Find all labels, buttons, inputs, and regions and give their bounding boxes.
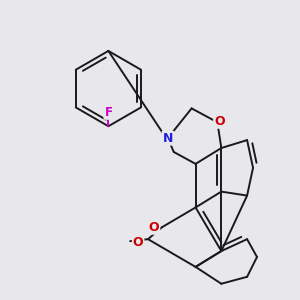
Text: F: F [104, 106, 112, 119]
Text: N: N [163, 132, 173, 145]
Text: O: O [133, 236, 143, 249]
Text: O: O [214, 115, 225, 128]
Text: O: O [149, 221, 159, 234]
